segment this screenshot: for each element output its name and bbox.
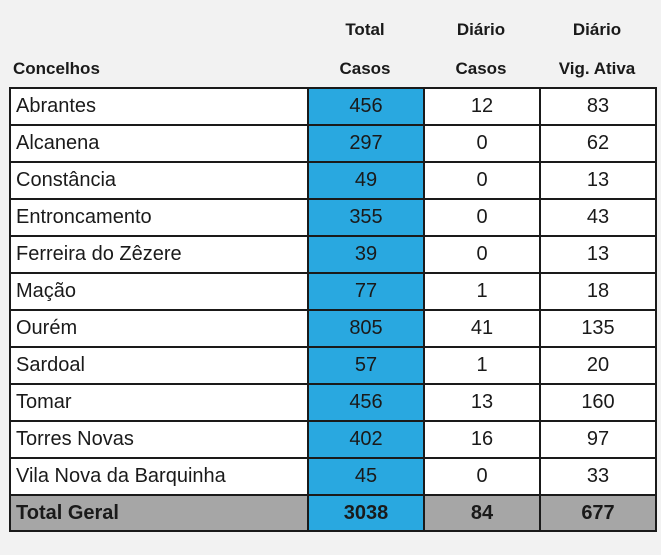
cell-concelho: Ferreira do Zêzere [9, 235, 309, 274]
cell-diario-vig-ativa: 33 [539, 457, 657, 496]
cell-total-geral-label: Total Geral [9, 494, 309, 532]
table-row: Mação 77 1 18 [9, 272, 657, 311]
table-row: Abrantes 456 12 83 [9, 87, 657, 126]
cell-diario-casos: 0 [423, 457, 541, 496]
table-row: Vila Nova da Barquinha 45 0 33 [9, 457, 657, 496]
cell-concelho: Torres Novas [9, 420, 309, 459]
cell-diario-casos: 16 [423, 420, 541, 459]
cell-total-casos: 805 [307, 309, 425, 348]
table-header: Concelhos Total Casos Diário Casos Diári… [0, 0, 661, 87]
cell-diario-casos: 41 [423, 309, 541, 348]
cell-concelho: Abrantes [9, 87, 309, 126]
header-total-line2: Casos [339, 59, 391, 78]
cell-diario-vig-ativa: 18 [539, 272, 657, 311]
cell-total-casos: 355 [307, 198, 425, 237]
cell-diario-vig-ativa: 13 [539, 235, 657, 274]
cell-concelho: Alcanena [9, 124, 309, 163]
table-row: Sardoal 57 1 20 [9, 346, 657, 385]
total-geral-row: Total Geral 3038 84 677 [9, 494, 657, 532]
cell-diario-casos: 0 [423, 161, 541, 200]
table-row: Torres Novas 402 16 97 [9, 420, 657, 459]
cell-diario-vig-ativa: 135 [539, 309, 657, 348]
header-total-line1: Total [345, 20, 385, 39]
header-concelhos-label: Concelhos [13, 59, 100, 78]
header-diario-casos: Diário Casos [423, 20, 539, 79]
header-diario-casos-line1: Diário [456, 20, 506, 39]
cell-total-casos: 456 [307, 383, 425, 422]
cell-diario-casos: 1 [423, 346, 541, 385]
cell-total-geral-casos: 3038 [307, 494, 425, 532]
cell-diario-vig-ativa: 43 [539, 198, 657, 237]
cell-total-casos: 57 [307, 346, 425, 385]
cell-diario-casos: 12 [423, 87, 541, 126]
cell-diario-vig-ativa: 83 [539, 87, 657, 126]
cell-diario-vig-ativa: 160 [539, 383, 657, 422]
table-row: Tomar 456 13 160 [9, 383, 657, 422]
cell-diario-vig-ativa: 62 [539, 124, 657, 163]
cell-diario-vig-ativa: 97 [539, 420, 657, 459]
cell-total-casos: 39 [307, 235, 425, 274]
table-row: Alcanena 297 0 62 [9, 124, 657, 163]
cell-total-casos: 45 [307, 457, 425, 496]
cell-diario-casos: 0 [423, 198, 541, 237]
cell-diario-casos: 13 [423, 383, 541, 422]
cell-diario-casos: 0 [423, 235, 541, 274]
cell-diario-vig-ativa: 20 [539, 346, 657, 385]
cell-concelho: Entroncamento [9, 198, 309, 237]
cell-concelho: Constância [9, 161, 309, 200]
cell-diario-casos: 0 [423, 124, 541, 163]
cell-concelho: Vila Nova da Barquinha [9, 457, 309, 496]
cell-total-geral-vig: 677 [539, 494, 657, 532]
cases-table: Abrantes 456 12 83 Alcanena 297 0 62 Con… [9, 87, 657, 532]
cell-total-casos: 402 [307, 420, 425, 459]
header-diario-vig-ativa: Diário Vig. Ativa [539, 20, 655, 79]
cell-concelho: Tomar [9, 383, 309, 422]
header-total-casos: Total Casos [307, 20, 423, 79]
cell-total-casos: 49 [307, 161, 425, 200]
header-diario-casos-line2: Casos [455, 59, 507, 78]
table-row: Ourém 805 41 135 [9, 309, 657, 348]
cell-diario-vig-ativa: 13 [539, 161, 657, 200]
cell-concelho: Sardoal [9, 346, 309, 385]
header-diario-vig-line2: Vig. Ativa [558, 59, 636, 78]
cell-diario-casos: 1 [423, 272, 541, 311]
cell-concelho: Ourém [9, 309, 309, 348]
cell-total-casos: 297 [307, 124, 425, 163]
cell-concelho: Mação [9, 272, 309, 311]
cell-total-casos: 456 [307, 87, 425, 126]
header-diario-vig-line1: Diário [572, 20, 622, 39]
table-row: Entroncamento 355 0 43 [9, 198, 657, 237]
table-row: Constância 49 0 13 [9, 161, 657, 200]
cell-total-casos: 77 [307, 272, 425, 311]
table-row: Ferreira do Zêzere 39 0 13 [9, 235, 657, 274]
cell-total-geral-diario: 84 [423, 494, 541, 532]
header-concelhos: Concelhos [13, 59, 100, 79]
